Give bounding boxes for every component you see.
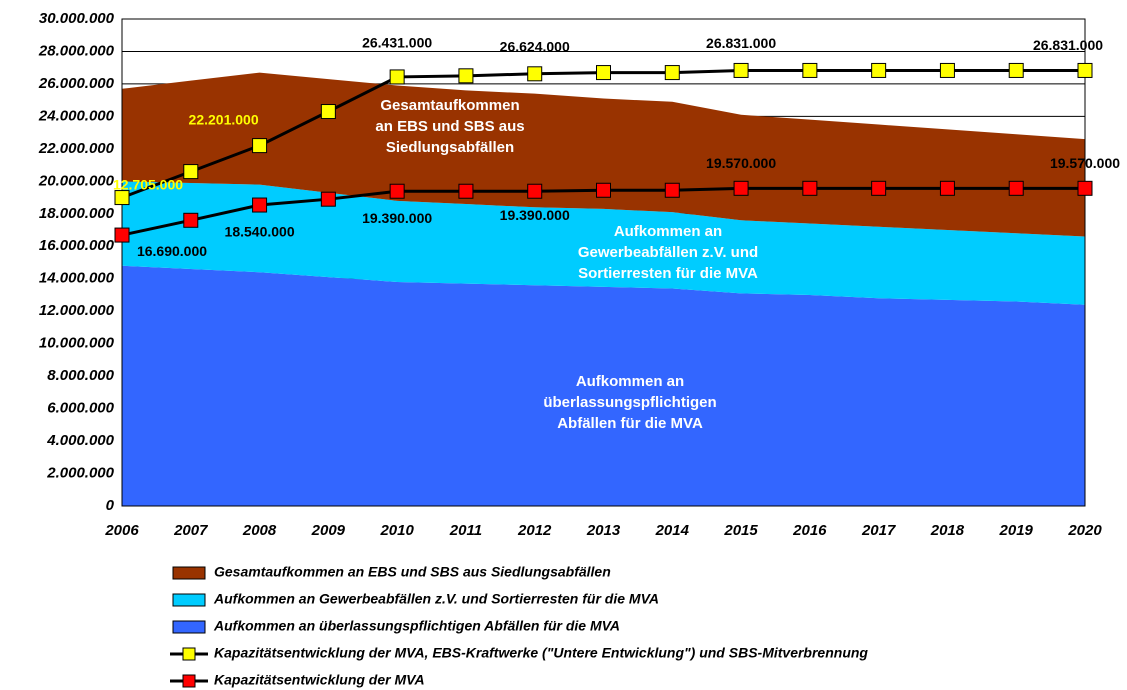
marker [527,66,543,82]
marker [183,212,199,228]
legend-label: Kapazitätsentwicklung der MVA [214,672,425,688]
y-tick-label: 28.000.000 [38,42,115,59]
y-tick-label: 20.000.000 [38,172,115,189]
marker [320,104,336,120]
marker [183,164,199,180]
marker [871,62,887,78]
marker [871,180,887,196]
y-tick-label: 10.000.000 [39,335,115,352]
marker [114,190,130,206]
data-label: 26.431.000 [362,35,432,51]
y-tick-label: 22.000.000 [38,140,115,157]
y-tick-label: 6.000.000 [47,400,114,417]
legend-swatch [172,593,206,607]
x-tick-label: 2017 [861,522,896,539]
marker [1077,180,1093,196]
marker [939,62,955,78]
data-label: 19.390.000 [362,210,432,226]
data-label: 26.831.000 [1033,37,1103,53]
x-tick-label: 2013 [586,522,621,539]
marker [1077,62,1093,78]
y-tick-label: 2.000.000 [46,465,114,482]
marker [458,183,474,199]
y-tick-label: 18.000.000 [39,205,115,222]
labels: 0 2.000.000 4.000.000 6.000.000 8.000.000 10.… [38,10,1120,539]
x-tick-label: 2020 [1067,522,1102,539]
data-label: 16.690.000 [137,243,207,259]
x-tick-label: 2009 [311,522,346,539]
plot-border [121,18,1086,507]
area [122,265,1085,506]
data-label: 26.624.000 [500,39,570,55]
marker [733,62,749,78]
y-tick-label: 30.000.000 [39,10,115,27]
y-tick-label: 12.000.000 [39,302,115,319]
area-label: Abfällen für die MVA [557,415,703,432]
marker [320,191,336,207]
area-label: an EBS und SBS aus [375,118,524,135]
x-tick-label: 2018 [930,522,965,539]
marker [389,69,405,85]
area-label: Aufkommen an [576,373,684,390]
x-tick-label: 2014 [655,522,690,539]
marker [252,138,268,154]
areas [122,72,1085,506]
annotation: 12.705.000 [113,177,183,193]
marker [596,65,611,81]
x-tick-label: 2008 [242,522,277,539]
x-tick-label: 2012 [517,522,552,539]
marker [939,180,955,196]
area [122,181,1085,305]
x-tick-label: 2019 [999,522,1034,539]
y-tick-label: 24.000.000 [38,107,115,124]
data-label: 19.570.000 [706,155,776,171]
data-label: 26.831.000 [706,35,776,51]
x-tick-label: 2007 [173,522,208,539]
y-tick-label: 26.000.000 [38,75,115,92]
x-tick-label: 2016 [792,522,827,539]
marker [733,180,749,196]
data-label: 22.201.000 [189,111,259,127]
marker [252,197,268,213]
x-tick-label: 2006 [104,522,139,539]
area-label: Sortierresten für die MVA [578,265,758,282]
marker [389,183,405,199]
data-label: 19.570.000 [1050,155,1120,171]
marker [802,62,818,78]
legend-marker [182,674,196,688]
area-label: Aufkommen an [614,223,722,240]
marker [664,182,680,198]
legend-label: Aufkommen an überlassungspflichtigen Abf… [213,618,620,634]
area-label: Gewerbeabfällen z.V. und [578,244,758,261]
legend-label: Kapazitätsentwicklung der MVA, EBS-Kraft… [214,645,868,661]
marker [458,68,474,84]
marker [1008,62,1024,78]
marker [664,65,680,81]
marker [596,182,611,198]
y-tick-label: 14.000.000 [39,270,115,287]
y-tick-label: 4.000.000 [46,432,114,449]
x-tick-label: 2015 [723,522,758,539]
area-label: überlassungspflichtigen [543,394,716,411]
x-tick-label: 2011 [449,522,482,539]
data-label: 19.390.000 [500,207,570,223]
y-tick-label: 0 [106,497,115,514]
area-label: Gesamtaufkommen [380,97,519,114]
legend-marker [182,647,196,661]
marker [1008,180,1024,196]
legend-swatch [172,566,206,580]
legend-label: Aufkommen an Gewerbeabfällen z.V. und So… [213,591,659,607]
legend-swatch [172,620,206,634]
x-tick-label: 2010 [379,522,414,539]
y-tick-label: 8.000.000 [47,367,114,384]
y-tick-label: 16.000.000 [39,237,115,254]
legend-label: Gesamtaufkommen an EBS und SBS aus Siedl… [214,564,611,580]
data-label: 18.540.000 [225,224,295,240]
marker [527,183,543,199]
lines [114,62,1093,243]
marker [114,227,130,243]
marker [802,180,818,196]
area-label: Siedlungsabfällen [386,139,514,156]
